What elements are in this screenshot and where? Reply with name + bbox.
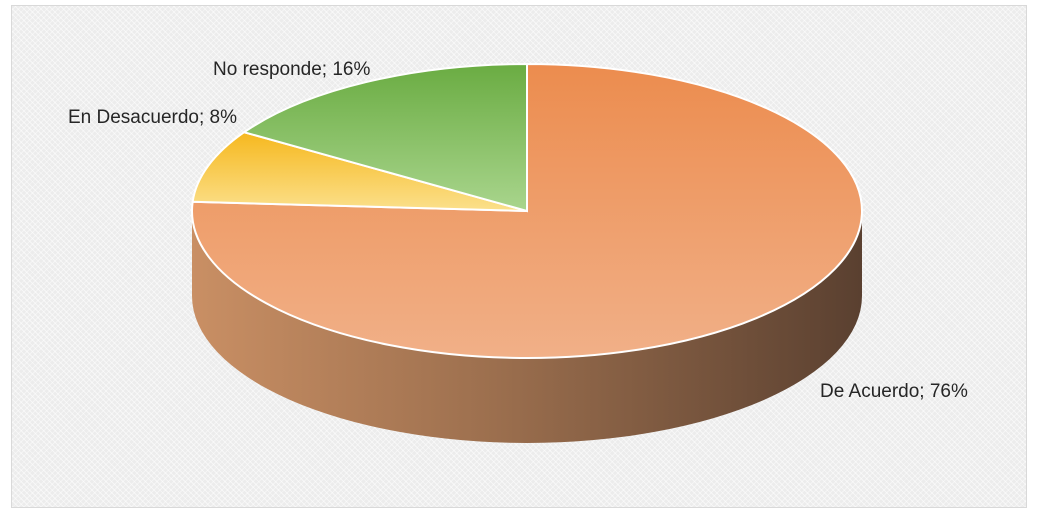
slice-de-acuerdo[interactable] [191,62,863,359]
slice-no-responde[interactable] [241,62,528,213]
pie-top [191,62,863,359]
slice-side-de-acuerdo [192,211,862,443]
data-label-de-acuerdo: De Acuerdo; 76% [820,381,968,402]
data-label-en-desacuerdo: En Desacuerdo; 8% [68,107,237,128]
slice-en-desacuerdo[interactable] [191,131,528,212]
data-label-no-responde: No responde; 16% [213,59,370,80]
pie-sides [192,211,862,443]
